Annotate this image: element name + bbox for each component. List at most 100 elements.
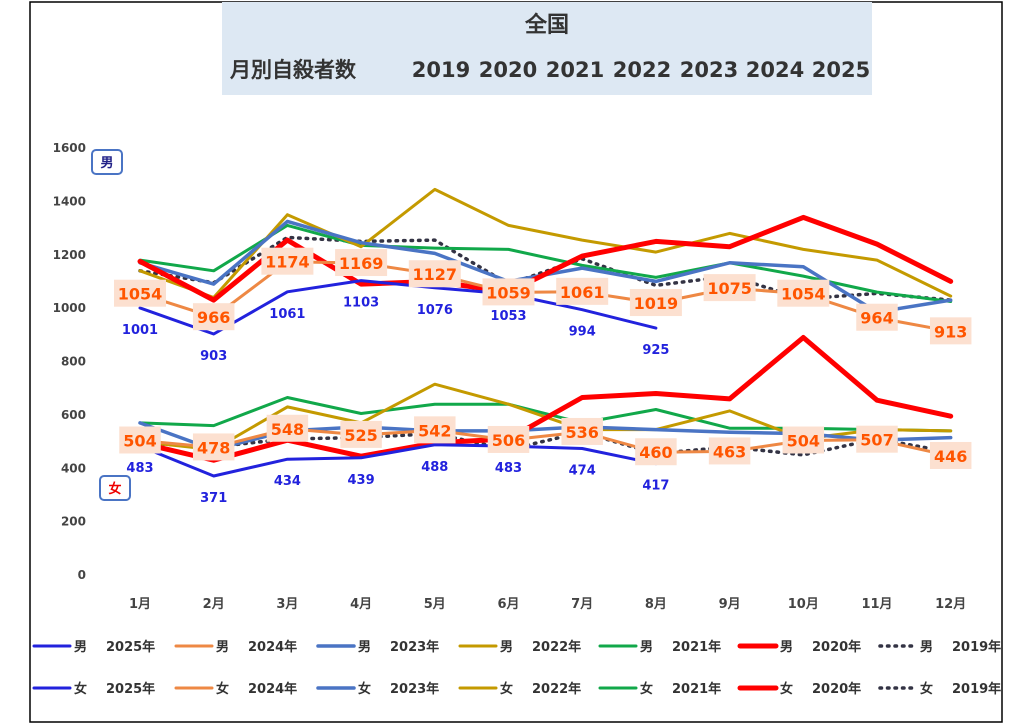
year-header-item: 2023 xyxy=(680,58,738,82)
legend-series-name: 女 xyxy=(358,681,371,697)
legend-series-name: 女 xyxy=(780,681,793,697)
data-label: 1019 xyxy=(634,294,679,313)
x-tick-label: 1月 xyxy=(129,597,151,612)
data-label: 483 xyxy=(495,461,522,476)
x-tick-label: 10月 xyxy=(788,597,819,612)
legend-year: 2025年 xyxy=(106,639,155,655)
data-label: 1054 xyxy=(781,285,826,304)
data-label-box xyxy=(561,417,603,445)
data-label: 504 xyxy=(123,431,156,450)
data-label-box xyxy=(192,433,235,461)
legend-series-name: 男 xyxy=(74,640,87,655)
data-label: 536 xyxy=(565,423,598,442)
y-tick-label: 200 xyxy=(61,515,86,529)
year-header-item: 2019 xyxy=(412,58,470,82)
data-label: 504 xyxy=(787,431,820,450)
female-box-label: 女 xyxy=(99,475,131,501)
y-tick-label: 1000 xyxy=(53,301,86,315)
legend-year: 2021年 xyxy=(672,639,721,655)
data-label: 1075 xyxy=(707,279,752,298)
data-label: 1174 xyxy=(265,253,310,272)
x-tick-label: 6月 xyxy=(497,597,519,612)
data-label-box xyxy=(340,420,382,448)
data-label: 966 xyxy=(197,308,230,327)
legend-series-name: 女 xyxy=(216,681,229,697)
data-label-box xyxy=(266,414,309,442)
data-label: 439 xyxy=(348,473,375,488)
legend-series-name: 男 xyxy=(216,640,229,655)
data-label-box xyxy=(414,416,456,444)
female-box-text: 女 xyxy=(108,481,121,497)
legend-year: 2024年 xyxy=(248,681,297,697)
data-label: 417 xyxy=(642,479,669,494)
data-label: 964 xyxy=(860,309,893,328)
data-label-box xyxy=(629,289,682,317)
x-tick-label: 5月 xyxy=(424,597,446,612)
data-label-box xyxy=(335,249,388,277)
legend-year: 2020年 xyxy=(812,681,861,697)
year-header-item: 2024 xyxy=(746,58,804,82)
legend-year: 2020年 xyxy=(812,639,861,655)
legend-year: 2023年 xyxy=(390,681,439,697)
data-label-box xyxy=(487,425,530,453)
x-tick-label: 8月 xyxy=(645,597,667,612)
legend-year: 2024年 xyxy=(248,639,297,655)
data-label-box xyxy=(929,317,972,345)
data-label: 434 xyxy=(274,474,301,489)
legend-year: 2022年 xyxy=(532,681,581,697)
x-tick-label: 9月 xyxy=(719,597,741,612)
data-label: 507 xyxy=(860,431,893,450)
year-header: 2019 2020 2021 2022 2023 2024 2025 xyxy=(412,58,870,82)
chart-title: 全国 xyxy=(524,12,569,38)
legend-year: 2023年 xyxy=(390,639,439,655)
x-tick-label: 12月 xyxy=(935,597,966,612)
y-tick-label: 600 xyxy=(61,408,86,422)
x-tick-label: 4月 xyxy=(350,597,372,612)
data-label: 925 xyxy=(642,343,669,358)
data-label: 913 xyxy=(934,322,967,341)
y-tick-label: 0 xyxy=(78,568,86,582)
legend-year: 2019年 xyxy=(952,681,1001,697)
data-label: 474 xyxy=(569,464,596,479)
legend-series-name: 男 xyxy=(640,640,653,655)
data-label-box xyxy=(114,279,166,307)
year-header-item: 2022 xyxy=(613,58,671,82)
data-label: 371 xyxy=(200,491,227,506)
data-label-box xyxy=(856,303,898,331)
legend-series-name: 男 xyxy=(500,640,513,655)
legend-series-name: 男 xyxy=(358,640,371,655)
legend: 男 2025年 男 2024年 男 2023年 男 2022年 男 2021年 男 2020年 男 201… xyxy=(32,639,1001,697)
data-label: 1076 xyxy=(417,303,453,318)
data-label: 994 xyxy=(569,325,596,340)
data-label-box xyxy=(929,441,972,469)
y-tick-label: 800 xyxy=(61,355,86,369)
data-label-box xyxy=(635,438,677,466)
x-tick-label: 2月 xyxy=(203,597,225,612)
legend-year: 2019年 xyxy=(952,639,1001,655)
year-header-item: 2025 xyxy=(812,58,870,82)
legend-year: 2021年 xyxy=(672,681,721,697)
y-tick-label: 1200 xyxy=(53,248,86,262)
male-box-text: 男 xyxy=(100,156,113,171)
data-label: 525 xyxy=(344,426,377,445)
year-header-item: 2020 xyxy=(479,58,537,82)
x-tick-label: 3月 xyxy=(276,597,298,612)
male-box-label: 男 xyxy=(91,149,123,175)
data-label: 460 xyxy=(639,443,672,462)
legend-series-name: 女 xyxy=(74,681,87,697)
data-label-box xyxy=(556,277,609,305)
legend-series-name: 男 xyxy=(780,640,793,655)
data-label: 1127 xyxy=(413,265,458,284)
year-header-item: 2021 xyxy=(546,58,604,82)
data-label: 548 xyxy=(271,420,304,439)
data-label-box xyxy=(856,425,898,453)
chart-subtitle: 月別自殺者数 xyxy=(229,58,357,82)
data-label: 446 xyxy=(934,447,967,466)
x-axis: 1月 2月 3月 4月 5月 6月 7月 8月 9月 10月 11月 12月 xyxy=(129,597,966,612)
data-label-box xyxy=(482,278,535,306)
data-label-box xyxy=(261,247,314,275)
title-banner xyxy=(222,2,872,95)
data-label: 1001 xyxy=(122,323,158,338)
data-label-box xyxy=(192,303,235,331)
